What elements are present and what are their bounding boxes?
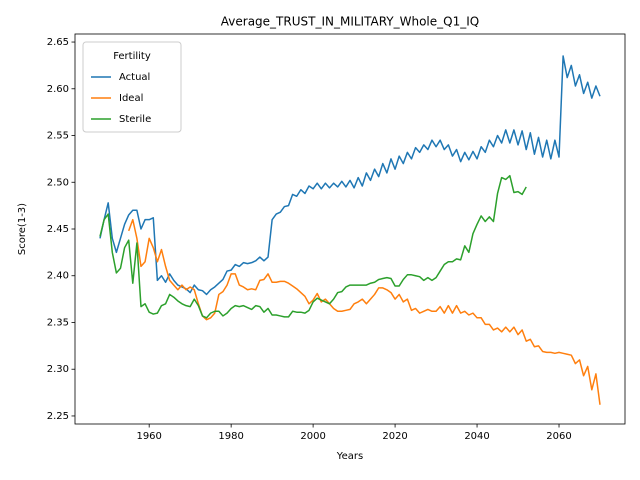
y-tick-label: 2.45 [47,224,69,235]
y-tick-label: 2.50 [47,177,69,188]
series-line [127,218,601,405]
legend-label: Sterile [119,114,151,125]
legend-box [82,41,182,133]
chart-title: Average_TRUST_IN_MILITARY_Whole_Q1_IQ [221,15,479,29]
y-tick-label: 2.40 [47,271,69,282]
y-tick-label: 2.60 [47,84,69,95]
x-tick-label: 1980 [218,431,243,442]
y-tick-label: 2.35 [47,317,69,328]
y-axis-label: Score(1-3) [17,203,28,255]
x-tick-label: 2020 [382,431,407,442]
x-axis-label: Years [336,451,363,462]
x-tick-label: 2040 [464,431,489,442]
y-tick-label: 2.65 [47,37,69,48]
x-tick-label: 2060 [546,431,571,442]
y-tick-label: 2.25 [47,411,69,422]
legend-label: Actual [119,72,150,83]
series-line [99,174,527,319]
x-tick-label: 2000 [300,431,325,442]
legend-label: Ideal [119,93,143,104]
x-tick-label: 1960 [136,431,161,442]
y-tick-label: 2.30 [47,364,69,375]
plot-frame [74,33,626,425]
legend-title: Fertility [113,51,151,62]
y-tick-label: 2.55 [47,131,69,142]
